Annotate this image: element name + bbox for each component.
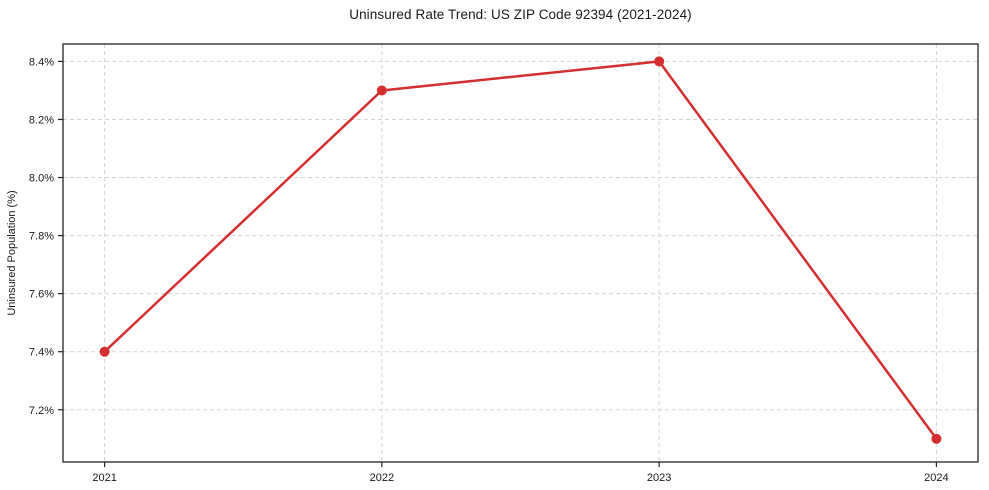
- chart-title: Uninsured Rate Trend: US ZIP Code 92394 …: [349, 7, 692, 22]
- y-tick-label: 7.2%: [29, 405, 54, 417]
- x-tick-label: 2024: [924, 472, 948, 484]
- y-tick-label: 7.4%: [29, 347, 54, 359]
- data-point-marker: [654, 56, 665, 67]
- x-tick-label: 2023: [647, 472, 671, 484]
- data-point-marker: [99, 346, 110, 357]
- x-tick-label: 2021: [92, 472, 116, 484]
- data-point-marker: [931, 433, 942, 444]
- y-tick-label: 8.0%: [29, 173, 54, 185]
- trend-line: [103, 60, 938, 441]
- y-axis-label: Uninsured Population (%): [6, 190, 18, 316]
- plot-border: [62, 43, 979, 463]
- y-tick-label: 8.2%: [29, 114, 54, 126]
- y-tick-label: 7.8%: [29, 231, 54, 243]
- y-tick-label: 8.4%: [29, 56, 54, 68]
- data-point-marker: [376, 85, 387, 96]
- y-tick-label: 7.6%: [29, 289, 54, 301]
- x-tick-label: 2022: [370, 472, 394, 484]
